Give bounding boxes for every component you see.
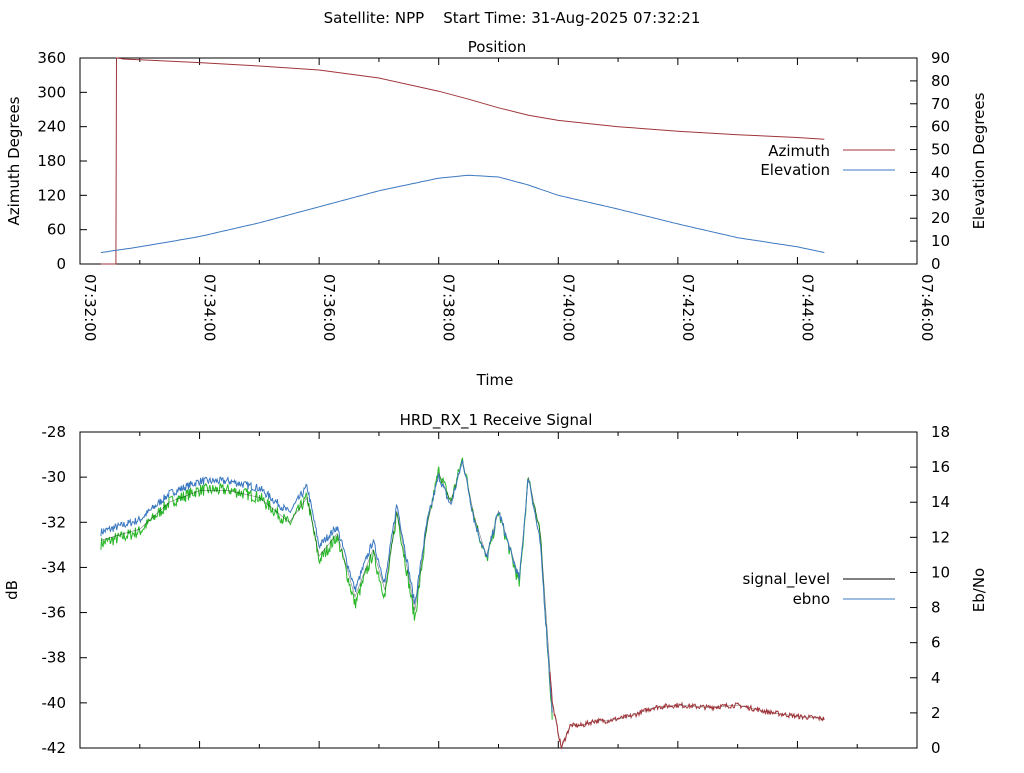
position-y2-tick-label: 40 [931,163,950,181]
position-y2-label: Elevation Degrees [970,92,988,229]
position-x-tick-label: 07:32:00 [81,274,99,341]
position-x-tick-label: 07:42:00 [679,274,697,341]
signal-y2-label: Eb/No [970,568,988,612]
signal-y2-tick-label: 10 [931,563,950,581]
position-y-tick-label: 360 [37,49,66,67]
position-x-tick-label: 07:40:00 [559,274,577,341]
position-y2-tick-label: 50 [931,141,950,159]
series-azimuth [100,57,825,265]
signal-y-tick-label: -34 [42,558,67,576]
position-legend: Azimuth Elevation [760,142,895,179]
signal-chart-title: HRD_RX_1 Receive Signal [400,411,593,430]
signal-y2-tick-label: 12 [931,528,950,546]
signal-series [100,457,825,750]
position-y2-tick-label: 0 [931,255,941,273]
position-x-tick-label: 07:44:00 [798,274,816,341]
position-y-tick-label: 300 [37,83,66,101]
legend-azimuth-label: Azimuth [768,142,830,160]
header-title: Satellite: NPP Start Time: 31-Aug-2025 0… [324,9,701,27]
position-x-tick-label: 07:46:00 [918,274,936,341]
signal-y2-tick-label: 2 [931,704,941,722]
series-signal-tail [549,671,825,750]
series-elevation [100,174,825,254]
position-y2-tick-label: 10 [931,232,950,250]
position-y2-tick-label: 80 [931,72,950,90]
series-signal-level [100,461,825,750]
position-x-tick-label: 07:36:00 [320,274,338,341]
signal-y-tick-label: -30 [42,468,67,486]
signal-ticks: -42 -40 -38 -36 -34 -32 -30 -28 0 2 4 6 8 10 12 14 16 18 [42,423,951,757]
position-series [100,57,825,265]
signal-y2-tick-label: 16 [931,458,950,476]
position-ticks: 07:32:00 07:34:00 07:36:00 07:38:00 07:40:00… [37,49,950,341]
position-y2-tick-label: 20 [931,209,950,227]
signal-y2-tick-label: 8 [931,599,941,617]
signal-plot-frame [79,431,918,749]
position-y2-tick-label: 70 [931,95,950,113]
signal-y-tick-label: -40 [42,694,67,712]
signal-y-tick-label: -32 [42,513,67,531]
signal-legend: signal_level ebno [742,570,895,608]
legend-ebno-label: ebno [793,590,830,608]
signal-y-tick-label: -36 [42,604,67,622]
signal-y-tick-label: -38 [42,649,67,667]
position-y2-tick-label: 60 [931,118,950,136]
position-chart-title: Position [468,38,526,56]
position-y-tick-label: 60 [47,221,66,239]
signal-y2-tick-label: 6 [931,634,941,652]
signal-y2-tick-label: 14 [931,493,950,511]
signal-y-tick-label: -42 [42,739,67,757]
legend-elevation-label: Elevation [760,161,830,179]
signal-y2-tick-label: 18 [931,423,950,441]
position-y-label: Azimuth Degrees [5,96,23,225]
legend-signal-level-label: signal_level [742,570,830,589]
signal-y-label: dB [3,580,21,600]
receive-signal-chart: HRD_RX_1 Receive Signal -42-40-38-36-34-… [3,411,988,757]
position-x-tick-label: 07:38:00 [440,274,458,341]
position-y2-tick-label: 30 [931,186,950,204]
signal-y2-tick-label: 4 [931,669,941,687]
position-y-tick-label: 240 [37,118,66,136]
position-y-tick-label: 120 [37,186,66,204]
position-y-tick-label: 180 [37,152,66,170]
position-y2-tick-label: 90 [931,49,950,67]
position-x-tick-label: 07:34:00 [201,274,219,341]
position-chart: Position 07:32:00 07:34:00 07:36:00 07:38:0… [5,38,988,389]
series-ebno [100,459,553,713]
position-x-label: Time [476,371,514,389]
signal-y-tick-label: -28 [42,423,67,441]
signal-y2-tick-label: 0 [931,739,941,757]
position-y-tick-label: 0 [56,255,66,273]
